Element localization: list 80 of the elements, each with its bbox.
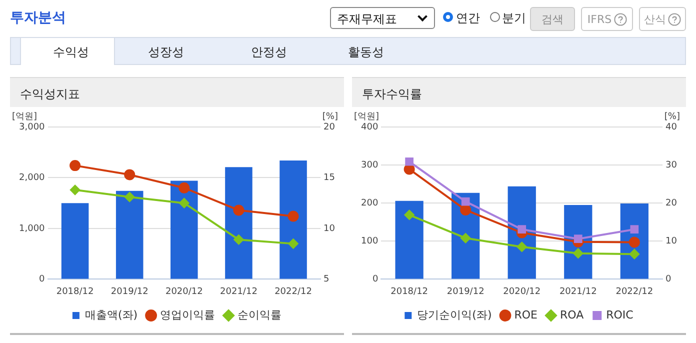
point xyxy=(573,248,584,258)
point xyxy=(574,234,582,244)
y2-tick-label: 40 xyxy=(666,122,678,132)
y-axis-title: [억원] xyxy=(354,112,380,122)
point xyxy=(461,197,470,206)
point xyxy=(518,225,526,234)
point xyxy=(288,210,299,222)
text: 검색 xyxy=(530,7,575,31)
y-axis-title: [억원] xyxy=(12,112,38,122)
y-tick-label: 400 xyxy=(360,122,378,132)
y2-tick-label: 10 xyxy=(666,236,678,246)
bar xyxy=(280,160,307,279)
y2-tick-label: 20 xyxy=(324,122,336,132)
x-tick-label: 2019/12 xyxy=(110,286,148,297)
point xyxy=(629,249,640,260)
y2-axis-title: [%] xyxy=(322,112,338,122)
point xyxy=(516,242,527,252)
y-tick-label: 100 xyxy=(360,236,378,246)
x-tick-label: 2018/12 xyxy=(56,286,94,297)
y-tick-label: 2,000 xyxy=(19,173,46,184)
legend-label: ROE xyxy=(514,308,538,322)
bar xyxy=(395,200,424,279)
text: 안정성 xyxy=(251,44,287,61)
y-tick-label: 0 xyxy=(372,274,378,285)
text: 산식 xyxy=(644,12,666,26)
bar xyxy=(61,203,89,279)
point xyxy=(288,238,298,249)
chart-title: 투자수익률 xyxy=(352,77,686,107)
y2-tick-label: 5 xyxy=(324,274,330,285)
text: 연간 xyxy=(456,10,480,27)
x-tick-label: 2022/12 xyxy=(616,286,654,297)
text: 활동성 xyxy=(348,44,384,61)
x-tick-label: 2020/12 xyxy=(503,286,541,297)
text: 투자분석 xyxy=(10,9,66,27)
legend-label: 순이익률 xyxy=(238,308,282,322)
text: 수익성 xyxy=(53,44,89,61)
point xyxy=(233,204,244,216)
y-tick-label: 300 xyxy=(360,160,378,170)
legend-label: ROIC xyxy=(606,308,634,322)
y2-tick-label: 0 xyxy=(666,274,672,285)
x-tick-label: 2020/12 xyxy=(165,286,203,297)
text: 성장성 xyxy=(148,44,184,61)
y-tick-label: 200 xyxy=(360,198,378,208)
y2-axis-title: [%] xyxy=(664,112,680,122)
point xyxy=(460,204,472,216)
bar xyxy=(225,167,252,279)
point xyxy=(70,184,80,195)
y2-tick-label: 10 xyxy=(324,224,336,234)
point xyxy=(405,157,414,166)
point xyxy=(179,198,190,208)
x-tick-label: 2022/12 xyxy=(274,286,312,297)
x-tick-label: 2021/12 xyxy=(220,286,258,297)
point xyxy=(630,225,639,234)
chart-title: 수익성지표 xyxy=(10,77,344,107)
point xyxy=(234,234,244,245)
point xyxy=(178,182,190,194)
text: IFRS xyxy=(587,12,612,26)
x-tick-label: 2021/12 xyxy=(559,286,597,297)
legend-label: 당기순이익(좌) xyxy=(417,308,492,322)
point xyxy=(124,169,136,180)
x-tick-label: 2019/12 xyxy=(446,286,484,297)
y2-tick-label: 30 xyxy=(666,160,678,170)
y-tick-label: 3,000 xyxy=(19,122,46,132)
y-tick-label: 0 xyxy=(39,274,46,285)
x-tick-label: 2018/12 xyxy=(390,286,428,297)
bar xyxy=(116,190,144,279)
text: 주재무제표 xyxy=(330,7,435,29)
text: 분기 xyxy=(502,10,526,27)
legend-label: 영업이익률 xyxy=(160,308,216,322)
point xyxy=(460,233,471,244)
point xyxy=(404,210,414,220)
y-tick-label: 1,000 xyxy=(19,224,46,234)
legend-label: 매출액(좌) xyxy=(84,308,138,322)
point xyxy=(70,160,81,172)
legend-label: ROA xyxy=(560,308,584,322)
bar xyxy=(170,180,198,279)
point xyxy=(628,236,640,248)
point xyxy=(124,192,135,202)
y2-tick-label: 20 xyxy=(666,198,678,208)
y2-tick-label: 15 xyxy=(324,173,335,184)
